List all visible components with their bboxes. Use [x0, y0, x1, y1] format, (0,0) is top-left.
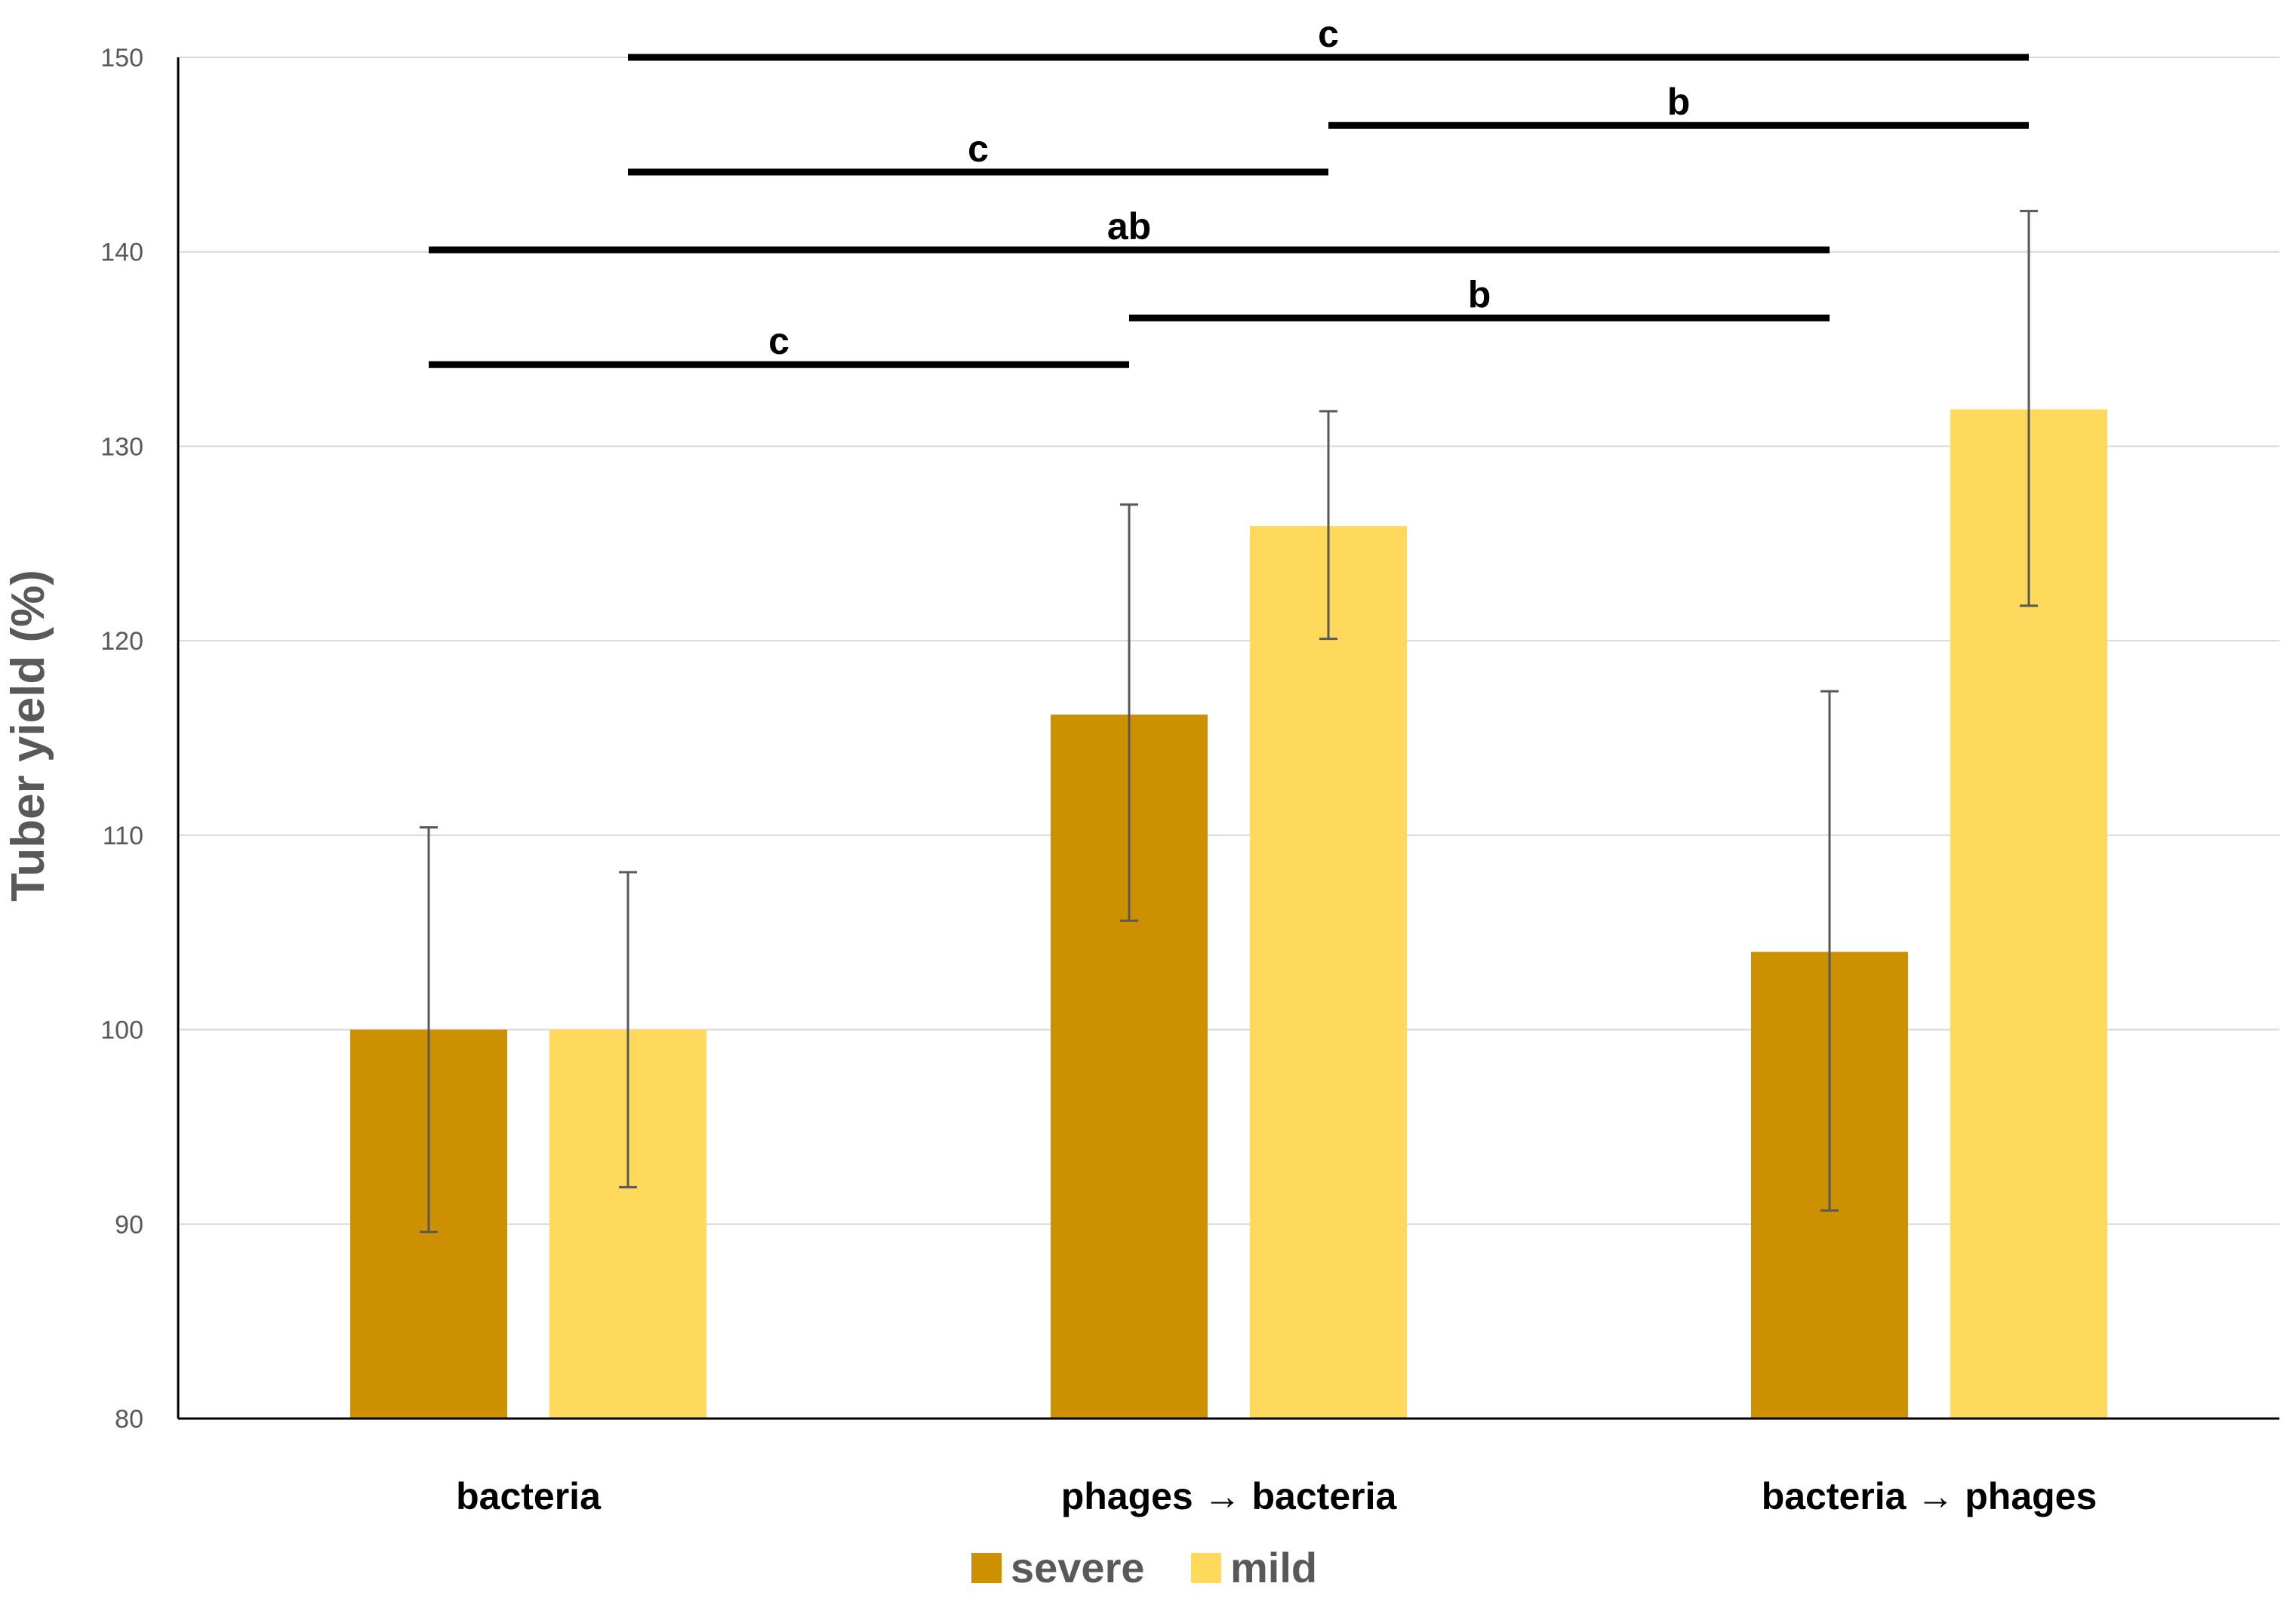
significance-letter: ab [1107, 205, 1151, 247]
legend: severe mild [971, 1544, 1317, 1591]
error-bars [420, 210, 2038, 1234]
y-tick-label: 150 [100, 44, 143, 72]
bar-mild-1 [1250, 526, 1407, 1419]
x-category-label: phages → bacteria [1061, 1475, 1398, 1517]
x-category-label: bacteria → phages [1762, 1475, 2097, 1517]
x-category-label: bacteria [456, 1475, 602, 1517]
y-tick-label: 130 [100, 432, 143, 461]
legend-swatch-severe [971, 1553, 1002, 1583]
legend-swatch-mild [1191, 1553, 1221, 1583]
legend-label-mild: mild [1230, 1544, 1317, 1591]
bars [350, 409, 2107, 1419]
significance-letter: c [768, 320, 789, 362]
significance-letter: b [1468, 273, 1491, 315]
y-axis-title: Tuber yield (%) [2, 570, 54, 902]
y-tick-label: 110 [103, 822, 143, 850]
significance-brackets: c b ab c b c [429, 13, 2029, 368]
axes: 80 90 100 110 120 130 140 150 bacteria phages → b… [100, 44, 2279, 1517]
significance-letter: b [1667, 81, 1691, 123]
y-tick-label: 80 [115, 1405, 143, 1434]
legend-label-severe: severe [1011, 1544, 1145, 1591]
y-tick-label: 120 [100, 627, 143, 656]
y-tick-label: 140 [100, 238, 143, 267]
significance-letter: c [1318, 13, 1339, 55]
y-tick-label: 90 [115, 1210, 143, 1239]
y-tick-label: 100 [100, 1016, 143, 1045]
significance-letter: c [968, 128, 989, 170]
